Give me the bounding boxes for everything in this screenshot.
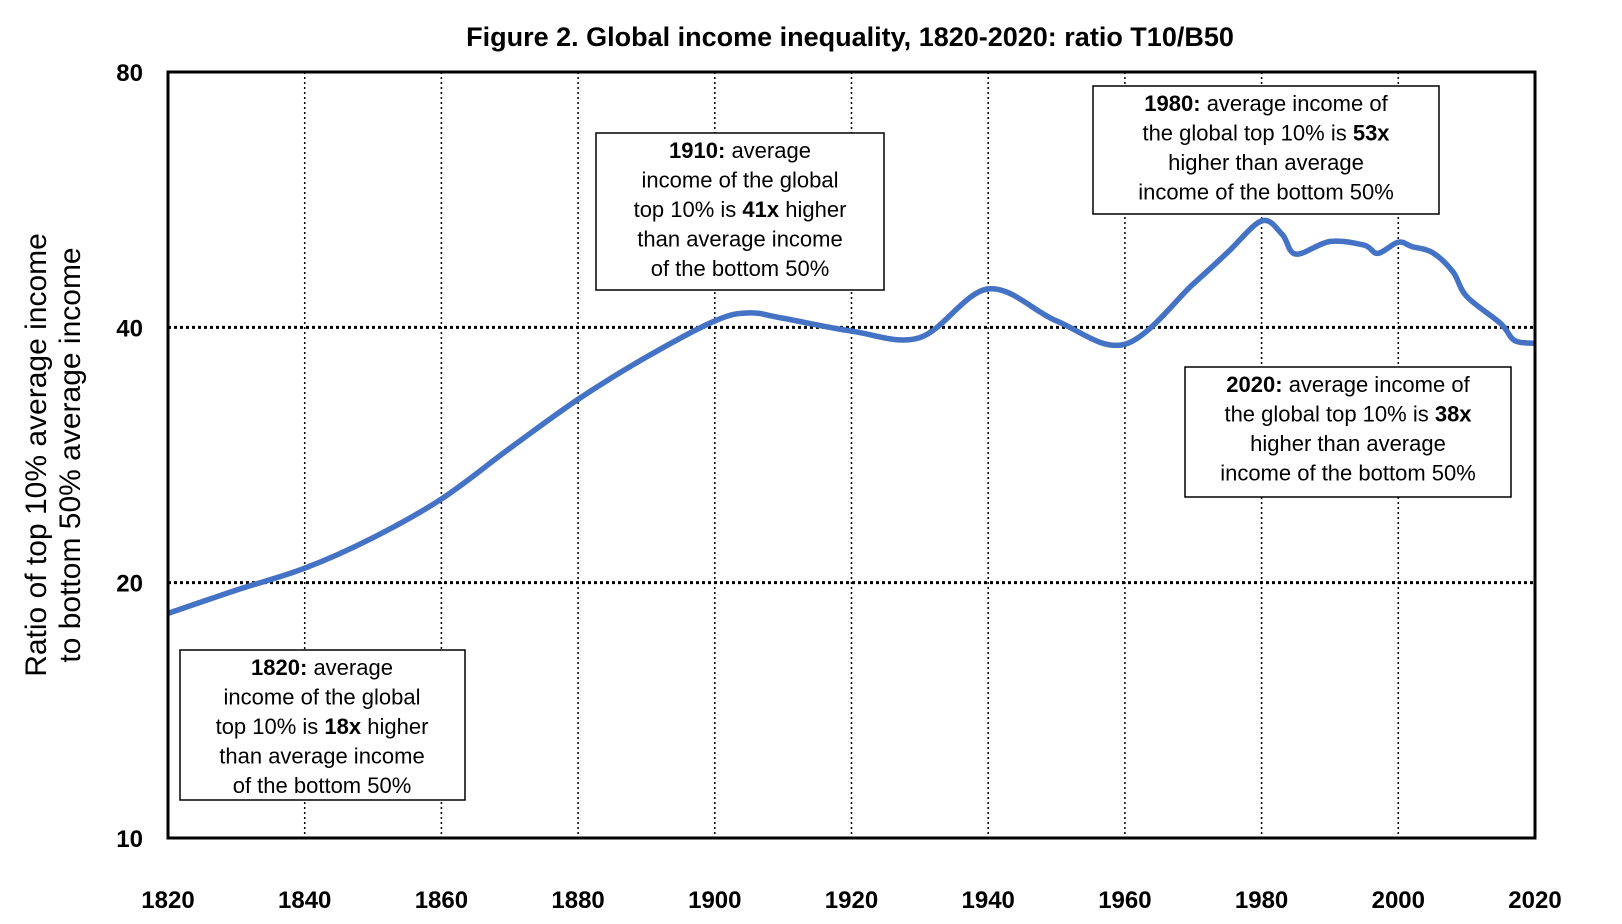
annotation-text: income of the bottom 50% — [1138, 180, 1394, 205]
annotation-line: top 10% is 41x higher — [634, 197, 847, 222]
x-tick-label: 1880 — [551, 887, 604, 914]
annotation-text: than average income — [637, 227, 842, 252]
annotation-emphasis: 38x — [1435, 402, 1472, 427]
x-tick-label: 1820 — [141, 887, 194, 914]
annotation-text: income of the bottom 50% — [1220, 461, 1476, 486]
annotation-line: 1820: average — [251, 655, 393, 680]
annotation-box — [179, 649, 466, 801]
y-tick-label: 10 — [116, 826, 143, 853]
annotation-line: than average income — [637, 227, 842, 252]
x-tick-label: 1960 — [1098, 887, 1151, 914]
x-tick-label: 1900 — [688, 887, 741, 914]
annotation-text: average income of — [1283, 372, 1471, 397]
annotation-line: of the bottom 50% — [233, 773, 412, 798]
annotation-text: average — [725, 138, 811, 163]
annotation-line: higher than average — [1168, 150, 1364, 175]
x-tick-label: 2000 — [1372, 887, 1425, 914]
annotation-text: higher than average — [1250, 431, 1446, 456]
annotation-line: top 10% is 18x higher — [216, 714, 429, 739]
annotation-emphasis: 18x — [324, 714, 361, 739]
y-axis-title-line-2: to bottom 50% average income — [54, 247, 87, 662]
annotation-line: 2020: average income of — [1226, 372, 1470, 397]
annotation-line: income of the bottom 50% — [1220, 461, 1476, 486]
x-tick-label: 1840 — [278, 887, 331, 914]
annotation-emphasis: 53x — [1353, 121, 1390, 146]
annotation-line: than average income — [219, 744, 424, 769]
annotation-line: income of the global — [224, 685, 421, 710]
annotation-line: income of the bottom 50% — [1138, 180, 1394, 205]
annotation-text: average — [307, 655, 393, 680]
y-axis-title-line-1: Ratio of top 10% average income — [20, 233, 53, 677]
annotation-line: higher than average — [1250, 431, 1446, 456]
annotation-text: of the bottom 50% — [233, 773, 412, 798]
annotation-box — [1184, 366, 1512, 498]
annotation-text: the global top 10% is — [1224, 402, 1434, 427]
annotation-line: of the bottom 50% — [651, 256, 830, 281]
annotation-line: the global top 10% is 38x — [1224, 402, 1472, 427]
annotation-line: 1910: average — [669, 138, 811, 163]
plot-area-border — [166, 70, 1537, 840]
annotation-text: than average income — [219, 744, 424, 769]
chart-title: Figure 2. Global income inequality, 1820… — [466, 22, 1234, 52]
annotation-text: the global top 10% is — [1142, 121, 1352, 146]
annotation-text: top 10% is — [634, 197, 743, 222]
annotation-emphasis: 41x — [742, 197, 779, 222]
annotation-1980: 1980: average income of the global top 10… — [1092, 85, 1440, 215]
annotation-text: income of the global — [642, 168, 839, 193]
annotation-emphasis: 1820: — [251, 655, 307, 680]
x-tick-label: 2020 — [1508, 887, 1561, 914]
annotation-box — [1092, 85, 1440, 215]
annotation-box — [595, 132, 885, 291]
y-tick-label: 80 — [116, 60, 143, 87]
x-tick-label: 1980 — [1235, 887, 1288, 914]
annotation-2020: 2020: average income of the global top 10… — [1184, 366, 1512, 498]
x-tick-label: 1860 — [415, 887, 468, 914]
annotation-text: higher — [779, 197, 846, 222]
annotation-emphasis: 1910: — [669, 138, 725, 163]
annotation-text: top 10% is — [216, 714, 325, 739]
annotation-line: the global top 10% is 53x — [1142, 121, 1390, 146]
annotation-text: average income of — [1201, 91, 1389, 116]
annotation-text: higher — [361, 714, 428, 739]
annotation-line: income of the global — [642, 168, 839, 193]
annotation-emphasis: 2020: — [1226, 372, 1282, 397]
annotation-text: of the bottom 50% — [651, 256, 830, 281]
annotation-1820: 1820: average income of the global top 10%… — [179, 649, 466, 801]
x-tick-label: 1940 — [962, 887, 1015, 914]
annotation-emphasis: 1980: — [1144, 91, 1200, 116]
x-tick-label: 1920 — [825, 887, 878, 914]
annotation-1910: 1910: average income of the global top 10%… — [595, 132, 885, 291]
y-tick-label: 20 — [116, 571, 143, 598]
y-tick-label: 40 — [116, 315, 143, 342]
annotation-line: 1980: average income of — [1144, 91, 1388, 116]
annotation-text: income of the global — [224, 685, 421, 710]
annotation-text: higher than average — [1168, 150, 1364, 175]
series-line-t10-b50 — [167, 217, 1536, 616]
